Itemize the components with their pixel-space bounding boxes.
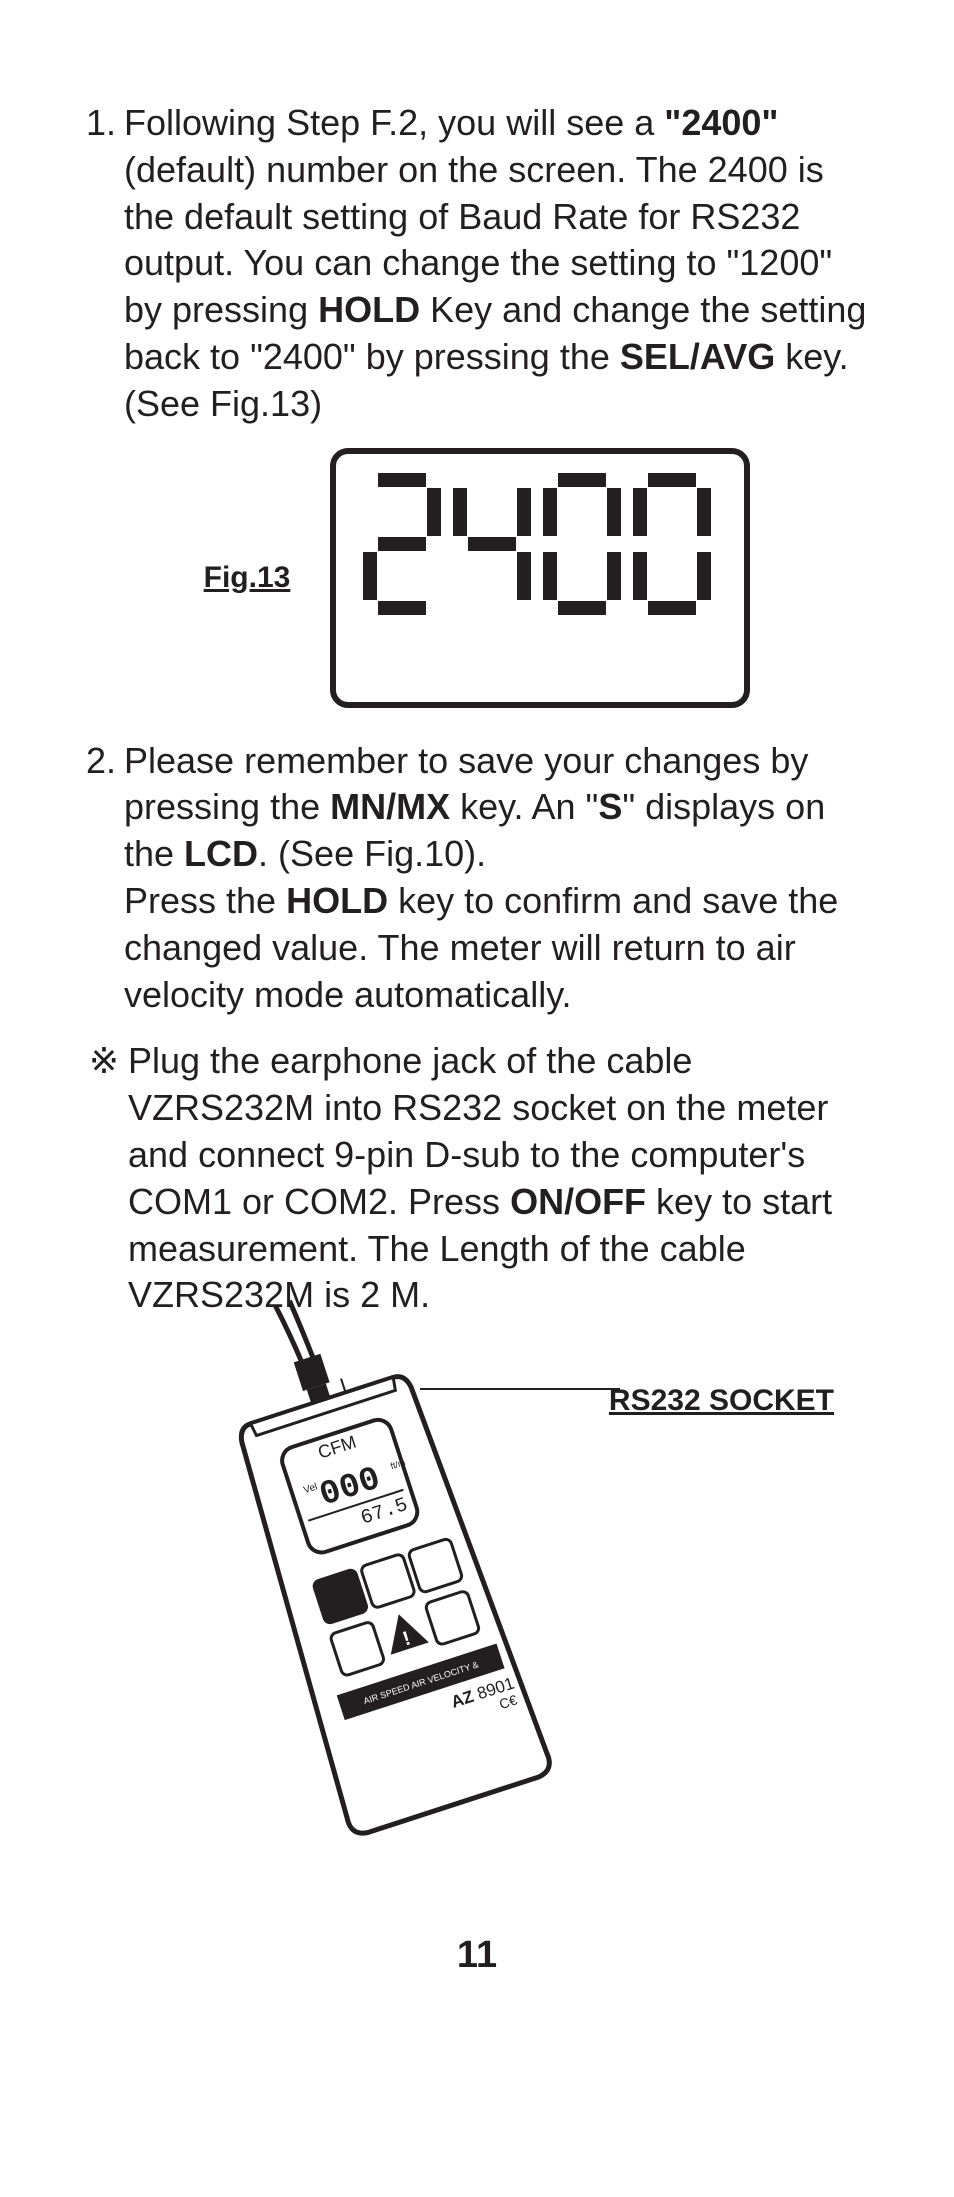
step-2: 2. Please remember to save your changes … bbox=[80, 738, 874, 1019]
page-number: 11 bbox=[80, 1934, 874, 1977]
step-1: 1. Following Step F.2, you will see a "2… bbox=[80, 100, 874, 428]
step-2-number: 2. bbox=[80, 738, 124, 1019]
manual-page: 1. Following Step F.2, you will see a "2… bbox=[0, 0, 954, 2197]
lcd-digits-svg bbox=[360, 470, 720, 620]
figure-13: Fig.13 bbox=[80, 448, 874, 708]
note-item: ※ Plug the earphone jack of the cable VZ… bbox=[80, 1038, 874, 1319]
device-diagram-area: RS232 SOCKET CFM Vel 000 ft/m 67.5 bbox=[80, 1324, 874, 1924]
figure-13-label: Fig.13 bbox=[204, 561, 291, 595]
lcd-display-box bbox=[330, 448, 750, 708]
step-1-text: Following Step F.2, you will see a "2400… bbox=[124, 100, 874, 428]
device-illustration: CFM Vel 000 ft/m 67.5 ! AIR SPEED AIR VE… bbox=[160, 1294, 620, 1894]
rs232-socket-callout: RS232 SOCKET bbox=[609, 1384, 834, 1418]
note-text: Plug the earphone jack of the cable VZRS… bbox=[128, 1038, 874, 1319]
step-1-number: 1. bbox=[80, 100, 124, 428]
note-mark: ※ bbox=[80, 1038, 128, 1319]
step-2-text: Please remember to save your changes by … bbox=[124, 738, 874, 1019]
